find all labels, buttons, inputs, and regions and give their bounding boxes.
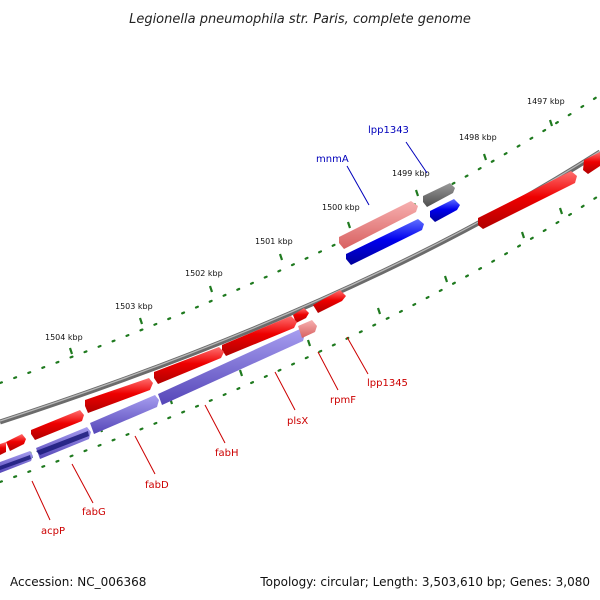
gene-label-lpp1343[interactable]: lpp1343	[368, 125, 409, 136]
gene-label-fabG[interactable]: fabG	[82, 507, 106, 518]
ruler-label-1504: 1504 kbp	[45, 333, 83, 342]
ruler-label-1503: 1503 kbp	[115, 302, 153, 311]
callout-lines	[31, 141, 428, 521]
map-title: Legionella pneumophila str. Paris, compl…	[129, 12, 471, 27]
forward-gene-1498[interactable]	[478, 171, 577, 229]
gene-label-fabH[interactable]: fabH	[215, 448, 239, 459]
gene-fab-operon-reverse[interactable]	[0, 329, 305, 473]
forward-gene-fabG[interactable]	[31, 410, 84, 440]
accession-text: Accession: NC_006368	[10, 575, 146, 589]
forward-gene-fabH[interactable]	[154, 347, 224, 384]
gene-lpp1343[interactable]	[423, 183, 455, 207]
ruler-label-1500: 1500 kbp	[322, 203, 360, 212]
genome-backbone	[0, 149, 600, 425]
gene-rpmF-reverse[interactable]	[298, 320, 317, 338]
ruler-label-1499: 1499 kbp	[392, 169, 430, 178]
forward-gene-plsX[interactable]	[222, 316, 297, 356]
gene-label-mnmA[interactable]: mnmA	[316, 154, 349, 165]
forward-gene-acpP[interactable]	[6, 434, 26, 451]
forward-gene-lpp1345[interactable]	[313, 290, 346, 313]
gene-label-plsX[interactable]: plsX	[287, 416, 308, 427]
topology-text: Topology: circular; Length: 3,503,610 bp…	[259, 575, 590, 589]
gene-mnmA[interactable]	[339, 201, 418, 249]
reverse-gene-mnmA-lane[interactable]	[346, 219, 424, 265]
ruler-label-1501: 1501 kbp	[255, 237, 293, 246]
gene-label-fabD[interactable]: fabD	[145, 480, 169, 491]
forward-gene-rpmF[interactable]	[293, 308, 309, 323]
inner-ruler-track	[0, 193, 600, 484]
gene-label-acpP[interactable]: acpP	[41, 526, 65, 537]
gene-label-lpp1345[interactable]: lpp1345	[367, 378, 408, 389]
outer-major-ticks	[68, 119, 554, 355]
forward-gene-1497[interactable]	[583, 152, 600, 174]
reverse-gene-lpp1343-lane[interactable]	[430, 199, 460, 222]
gene-label-rpmF[interactable]: rpmF	[330, 395, 356, 406]
forward-gene-edge[interactable]	[0, 442, 6, 455]
ruler-label-1498: 1498 kbp	[459, 133, 497, 142]
ruler-label-1497: 1497 kbp	[527, 97, 565, 106]
genome-backbone-highlight	[0, 150, 600, 422]
forward-gene-fabD[interactable]	[85, 378, 153, 413]
ruler-label-1502: 1502 kbp	[185, 269, 223, 278]
